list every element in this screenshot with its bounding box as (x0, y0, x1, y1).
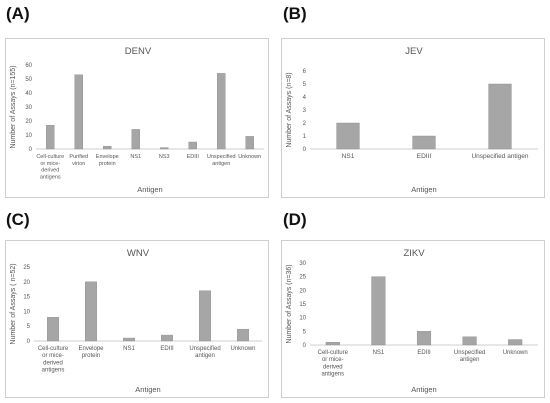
panel-label-c: (C) (6, 210, 30, 229)
zikv-ytick-label-5: 25 (299, 275, 306, 281)
chart-zikv: ZIKV 0 5 10 15 20 25 30 Cell-culture or mice-deri… (281, 240, 545, 398)
wnv-y-axis-title: Number of Assays ( n=52) (10, 263, 17, 344)
denv-ytick-label-4: 40 (25, 91, 32, 97)
jev-ytick-label-5: 5 (303, 82, 307, 88)
zikv-ytick-label-4: 20 (299, 288, 306, 294)
denv-bar-3 (131, 129, 140, 150)
zikv-category-label-4: Unknown (503, 350, 528, 356)
wnv-category-label-1: Envelope protein (78, 346, 104, 359)
jev-ytick-label-2: 2 (303, 121, 307, 127)
wnv-x-axis-title: Antigen (135, 385, 160, 394)
zikv-ytick-label-6: 30 (299, 261, 306, 267)
jev-category-label-0: NS1 (342, 153, 355, 160)
chart-jev-svg: JEV 0 1 2 3 4 5 6 NS1 EDIII Unspecified antigen Ant… (286, 46, 538, 194)
denv-category-label-5: EDIII (187, 154, 200, 160)
wnv-category-label-4: Unspecified antigen (189, 346, 220, 359)
zikv-ytick-label-2: 10 (299, 316, 306, 322)
wnv-category-label-0: Cell-culture or mice-derived antigens (38, 346, 69, 374)
wnv-bar-4 (199, 290, 211, 342)
zikv-category-label-2: EDIII (417, 350, 431, 356)
wnv-ytick-label-3: 15 (23, 295, 30, 301)
denv-chart-title: DENV (125, 46, 152, 57)
denv-ytick-label-2: 20 (25, 119, 32, 125)
denv-bar-2 (103, 145, 112, 150)
wnv-ytick-label-2: 10 (23, 309, 30, 315)
wnv-bar-2 (123, 337, 135, 342)
denv-bar-4 (160, 147, 169, 150)
denv-y-axis-title: Number of Assays (n=155) (10, 65, 17, 148)
zikv-category-label-3: Unspecified antigen (454, 350, 485, 363)
denv-bar-0 (46, 124, 55, 150)
jev-bar-1 (412, 135, 436, 150)
denv-category-label-6: Unspecified antigen (207, 154, 236, 167)
wnv-ytick-label-5: 25 (23, 265, 30, 271)
jev-ytick-label-0: 0 (303, 147, 307, 153)
zikv-bar-1 (371, 276, 386, 346)
denv-bar-5 (188, 141, 197, 150)
wnv-bar-0 (47, 317, 59, 342)
jev-category-label-1: EDIII (417, 153, 432, 160)
wnv-category-label-5: Unknown (230, 346, 255, 352)
zikv-bar-0 (325, 342, 340, 346)
jev-chart-title: JEV (405, 46, 423, 57)
chart-denv: DENV 0 10 20 30 40 50 60 Cell-culture or mice-der… (5, 38, 269, 198)
jev-y-axis-title: Number of Assays (n=8) (286, 72, 293, 147)
denv-bar-1 (74, 74, 83, 150)
denv-category-label-2: Envelope protein (96, 154, 119, 167)
zikv-bar-4 (508, 339, 523, 346)
zikv-ytick-label-0: 0 (303, 343, 307, 349)
denv-category-label-1: Purified virion (69, 154, 88, 167)
denv-ytick-label-5: 50 (25, 77, 32, 83)
zikv-category-label-0: Cell-culture or mice-derived antigens (318, 350, 349, 378)
denv-ytick-label-3: 30 (25, 105, 32, 111)
panel-label-b: (B) (283, 4, 307, 23)
wnv-ytick-label-0: 0 (27, 339, 31, 345)
denv-bar-6 (217, 73, 226, 150)
wnv-ytick-label-4: 20 (23, 280, 30, 286)
denv-x-axis-title: Antigen (137, 185, 162, 194)
denv-category-label-7: Unknown (238, 154, 261, 160)
chart-jev: JEV 0 1 2 3 4 5 6 NS1 EDIII Unspecified antigen Ant… (281, 38, 545, 198)
jev-ytick-label-1: 1 (303, 134, 307, 140)
denv-ytick-label-6: 60 (25, 63, 32, 69)
chart-wnv-svg: WNV 0 5 10 15 20 25 Cell-culture or mice-derived… (10, 248, 262, 394)
zikv-ytick-label-3: 15 (299, 302, 306, 308)
jev-ytick-label-6: 6 (303, 69, 307, 75)
wnv-bar-5 (237, 328, 249, 342)
jev-bar-0 (336, 122, 360, 150)
wnv-chart-title: WNV (127, 248, 150, 259)
chart-wnv: WNV 0 5 10 15 20 25 Cell-culture or mice-derived… (5, 240, 269, 398)
zikv-bar-2 (416, 331, 432, 346)
denv-category-label-3: NS1 (130, 154, 141, 160)
wnv-category-label-2: NS1 (123, 346, 135, 352)
denv-bar-7 (245, 136, 254, 150)
zikv-x-axis-title: Antigen (411, 385, 436, 394)
zikv-category-label-1: NS1 (373, 350, 385, 356)
jev-category-label-2: Unspecified antigen (471, 153, 528, 160)
zikv-bar-3 (462, 336, 477, 346)
denv-category-label-0: Cell-culture or mice-derived antigens (36, 154, 64, 180)
jev-x-axis-title: Antigen (411, 185, 436, 194)
denv-ytick-label-1: 10 (25, 133, 32, 139)
denv-category-label-4: NS3 (159, 154, 170, 160)
wnv-ytick-label-1: 5 (27, 324, 31, 330)
wnv-bar-1 (85, 281, 97, 342)
panel-label-d: (D) (283, 210, 307, 229)
zikv-chart-title: ZIKV (403, 248, 425, 259)
jev-bar-2 (488, 83, 512, 150)
chart-zikv-svg: ZIKV 0 5 10 15 20 25 30 Cell-culture or mice-deri… (286, 248, 538, 394)
wnv-bar-3 (161, 334, 173, 342)
panel-label-a: (A) (6, 4, 30, 23)
zikv-y-axis-title: Number of Assays (n=36) (286, 264, 293, 343)
zikv-ytick-label-1: 5 (303, 329, 307, 335)
chart-denv-svg: DENV 0 10 20 30 40 50 60 Cell-culture or mice-der… (10, 46, 264, 194)
jev-ytick-label-4: 4 (303, 95, 307, 101)
wnv-category-label-3: EDIII (160, 346, 174, 352)
jev-ytick-label-3: 3 (303, 108, 307, 114)
denv-ytick-label-0: 0 (29, 147, 33, 153)
